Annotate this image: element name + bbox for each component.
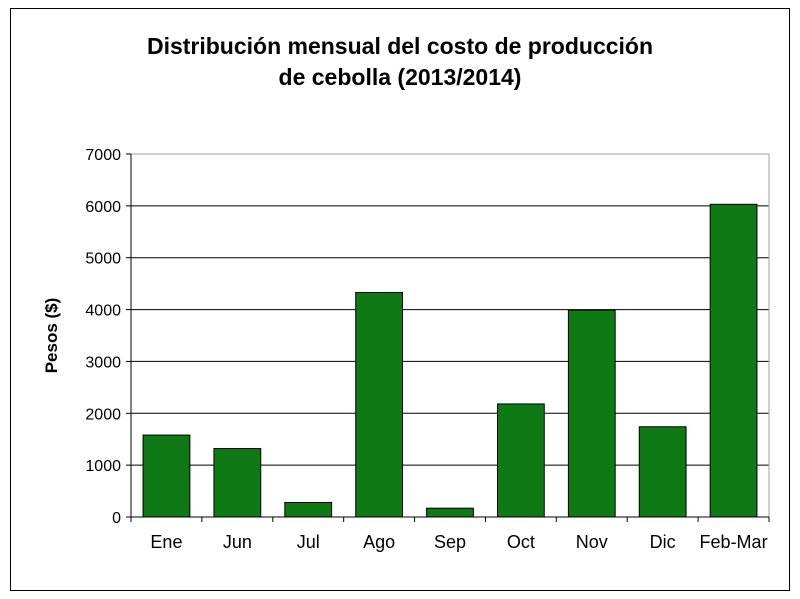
chart-title: Distribución mensual del costo de produc… xyxy=(11,31,789,93)
chart-title-line-2: de cebolla (2013/2014) xyxy=(278,64,522,90)
y-tick-label: 4000 xyxy=(85,303,121,320)
y-tick-label: 2000 xyxy=(85,406,121,423)
x-tick-label: Jun xyxy=(223,532,252,552)
x-tick-label: Ene xyxy=(150,532,182,552)
axes xyxy=(126,153,770,522)
bar-jun xyxy=(213,448,262,518)
y-tick-label: 0 xyxy=(112,510,121,527)
y-tick-label: 5000 xyxy=(85,251,121,268)
bar-ene xyxy=(142,434,191,518)
x-tick-label: Oct xyxy=(507,532,535,552)
y-axis-label: Pesos ($) xyxy=(42,298,61,374)
x-tick-label: Ago xyxy=(363,532,395,552)
bar-sep xyxy=(426,507,474,518)
chart-frame: Distribución mensual del costo de produc… xyxy=(10,8,790,591)
y-tick-labels: 0 1000 2000 3000 4000 5000 6000 7000 xyxy=(85,147,121,527)
y-tick-label: 3000 xyxy=(85,354,121,371)
y-tick-label: 6000 xyxy=(85,199,121,216)
chart-title-line-1: Distribución mensual del costo de produc… xyxy=(146,33,654,59)
bar-ago xyxy=(355,291,404,518)
x-tick-labels: Ene Jun Jul Ago Sep Oct Nov Dic Feb-Mar xyxy=(150,532,767,552)
x-tick-label: Sep xyxy=(434,532,466,552)
bar-oct xyxy=(496,403,545,518)
y-tick-label: 1000 xyxy=(85,458,121,475)
x-tick-label: Nov xyxy=(576,532,608,552)
x-tick-label: Jul xyxy=(297,532,320,552)
gridlines xyxy=(131,153,769,466)
bar-dic xyxy=(638,426,687,518)
bar-feb-mar xyxy=(709,203,758,518)
x-tick-label: Feb-Mar xyxy=(700,532,768,552)
y-tick-label: 7000 xyxy=(85,147,121,164)
x-tick-label: Dic xyxy=(650,532,676,552)
bars xyxy=(142,203,758,518)
bar-jul xyxy=(284,501,333,518)
bar-nov xyxy=(567,309,616,518)
bar-chart: 0 1000 2000 3000 4000 5000 6000 7000 Ene Jun Jul A… xyxy=(42,147,770,552)
